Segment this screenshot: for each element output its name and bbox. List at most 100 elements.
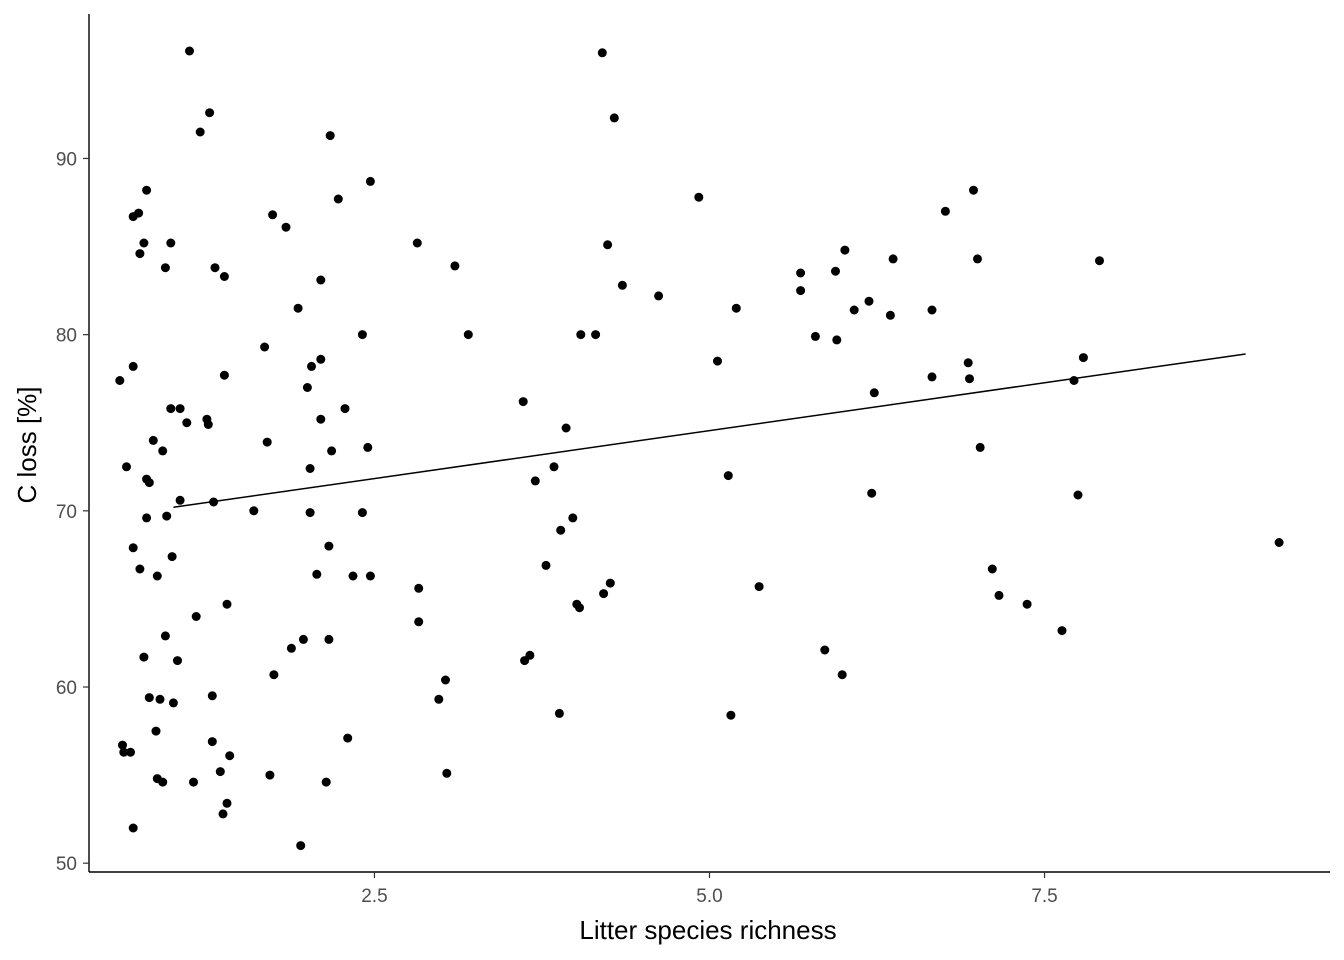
- data-point: [549, 462, 559, 472]
- data-point: [599, 589, 609, 599]
- data-point: [591, 330, 601, 340]
- data-point: [158, 777, 168, 787]
- data-point: [312, 569, 322, 579]
- data-point: [348, 571, 358, 581]
- data-point: [568, 513, 578, 523]
- data-point: [694, 192, 704, 202]
- y-tick-label: 50: [56, 854, 77, 875]
- data-point: [166, 238, 176, 248]
- data-point: [1274, 538, 1284, 547]
- data-point: [182, 418, 192, 428]
- data-point: [987, 564, 997, 574]
- data-point: [128, 361, 138, 371]
- data-point: [205, 108, 215, 118]
- data-point: [119, 747, 129, 757]
- points-layer: [115, 46, 1284, 851]
- data-point: [1057, 626, 1067, 636]
- data-point: [975, 442, 985, 452]
- data-point: [731, 303, 741, 313]
- data-point: [605, 578, 615, 588]
- data-point: [222, 599, 232, 609]
- data-point: [268, 210, 278, 220]
- data-point: [218, 809, 228, 819]
- x-tick-label: 5.0: [696, 886, 722, 907]
- data-point: [126, 747, 135, 757]
- data-point: [189, 777, 198, 787]
- data-point: [305, 464, 315, 473]
- data-point: [927, 305, 937, 315]
- data-point: [869, 388, 879, 398]
- data-point: [333, 194, 343, 204]
- data-point: [796, 268, 806, 278]
- data-point: [434, 694, 444, 704]
- data-point: [340, 404, 350, 414]
- data-point: [160, 263, 170, 273]
- data-point: [296, 841, 306, 851]
- data-point: [726, 710, 736, 720]
- trend-line: [173, 353, 1246, 509]
- data-point: [713, 356, 722, 366]
- data-point: [541, 560, 551, 570]
- data-point: [207, 691, 217, 701]
- data-point: [365, 176, 375, 186]
- data-point: [617, 280, 627, 290]
- data-point: [298, 634, 308, 644]
- data-point: [840, 245, 850, 255]
- y-tick-label: 70: [56, 502, 77, 523]
- data-point: [316, 354, 326, 364]
- data-point: [305, 508, 315, 518]
- data-point: [316, 275, 326, 285]
- data-point: [281, 222, 291, 232]
- data-point: [128, 543, 138, 553]
- data-point: [963, 358, 973, 368]
- data-point: [965, 374, 974, 384]
- y-tick-label: 90: [56, 149, 77, 170]
- data-point: [343, 733, 353, 743]
- data-point: [463, 330, 473, 340]
- data-point: [134, 208, 144, 218]
- data-point: [609, 113, 619, 123]
- data-point: [442, 768, 452, 778]
- data-point: [867, 488, 877, 498]
- data-point: [414, 583, 424, 593]
- data-point: [265, 770, 275, 780]
- data-point: [249, 506, 259, 516]
- data-point: [203, 420, 213, 429]
- data-point: [575, 603, 584, 613]
- data-point: [222, 798, 232, 808]
- data-point: [576, 330, 586, 340]
- data-point: [327, 446, 337, 456]
- data-point: [1095, 256, 1104, 266]
- data-point: [324, 541, 334, 551]
- data-point: [927, 372, 937, 382]
- data-point: [525, 650, 535, 660]
- data-point: [1022, 599, 1032, 609]
- data-point: [162, 511, 172, 521]
- axes-layer: 50 60 70 80 90 2.5 5.0 7.5: [56, 14, 1330, 907]
- data-point: [412, 238, 422, 248]
- data-point: [810, 331, 820, 341]
- data-point: [135, 564, 145, 574]
- data-point: [603, 240, 613, 250]
- data-point: [654, 291, 664, 301]
- data-point: [158, 446, 168, 456]
- data-point: [148, 435, 158, 445]
- data-point: [1078, 353, 1088, 363]
- data-point: [155, 694, 165, 704]
- data-point: [166, 404, 176, 414]
- data-point: [207, 737, 217, 747]
- data-point: [723, 471, 733, 481]
- data-point: [225, 751, 235, 761]
- data-point: [142, 513, 152, 523]
- data-point: [142, 185, 152, 195]
- data-point: [363, 442, 373, 452]
- data-point: [324, 634, 334, 644]
- data-point: [994, 590, 1004, 600]
- data-point: [940, 206, 950, 216]
- data-point: [365, 571, 375, 581]
- data-point: [262, 437, 272, 447]
- data-point: [556, 525, 566, 535]
- trend-layer: [173, 353, 1246, 509]
- x-tick-label: 2.5: [361, 886, 387, 907]
- data-point: [357, 508, 367, 518]
